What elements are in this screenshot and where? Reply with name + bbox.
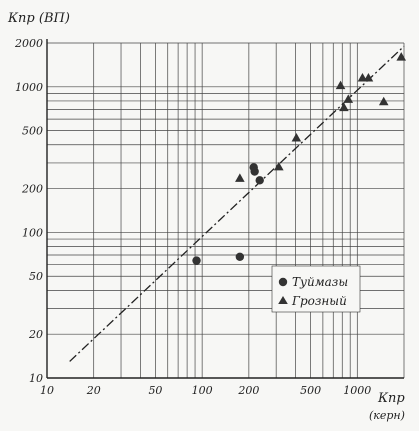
data-point-circle (250, 167, 259, 176)
x-axis-subtitle: (керн) (369, 409, 405, 422)
y-tick-label: 10 (29, 372, 43, 385)
data-point-triangle (335, 80, 346, 90)
y-tick-label: 1000 (15, 81, 43, 94)
data-point-circle (235, 252, 245, 261)
data-point-triangle (274, 161, 284, 171)
y-tick-label: 50 (29, 270, 43, 283)
x-tick-label: 10 (40, 384, 54, 397)
y-tick-label: 2000 (14, 37, 43, 50)
data-point-triangle (378, 96, 389, 106)
legend-box (271, 265, 361, 313)
legend-label-grozny: Грозный (291, 294, 347, 308)
legend-triangle-marker (278, 296, 288, 304)
tick-labels: 10 20 50 100 200 500 1000 10 20 50 100 200 500 1000 20… (14, 37, 371, 397)
data-points (192, 52, 407, 265)
x-tick-label: 50 (148, 384, 162, 397)
x-tick-label: 20 (86, 384, 101, 397)
x-axis-title: Кпр (377, 391, 405, 406)
y-tick-label: 200 (21, 183, 43, 196)
axes (46, 39, 404, 379)
y-tick-label: 500 (22, 125, 43, 138)
grid (46, 42, 405, 379)
data-point-circle (255, 176, 264, 185)
x-tick-label: 200 (237, 384, 259, 397)
data-point-triangle (235, 173, 245, 182)
data-point-circle (192, 256, 201, 265)
legend-circle-marker (278, 277, 288, 287)
x-tick-label: 500 (300, 384, 321, 397)
data-point-triangle (396, 52, 407, 61)
y-tick-label: 100 (22, 226, 43, 239)
legend-label-tuimazy: Туймазы (292, 275, 348, 289)
data-point-triangle (343, 94, 354, 103)
y-tick-label: 20 (28, 328, 43, 341)
x-tick-label: 100 (192, 384, 213, 397)
y-axis-title: Кпр (ВП) (7, 11, 70, 26)
data-point-triangle (339, 102, 349, 112)
data-point-triangle (291, 133, 302, 142)
legend: Туймазы Грозный (271, 265, 361, 313)
data-point-triangle (363, 72, 374, 82)
x-tick-label: 1000 (343, 384, 371, 397)
